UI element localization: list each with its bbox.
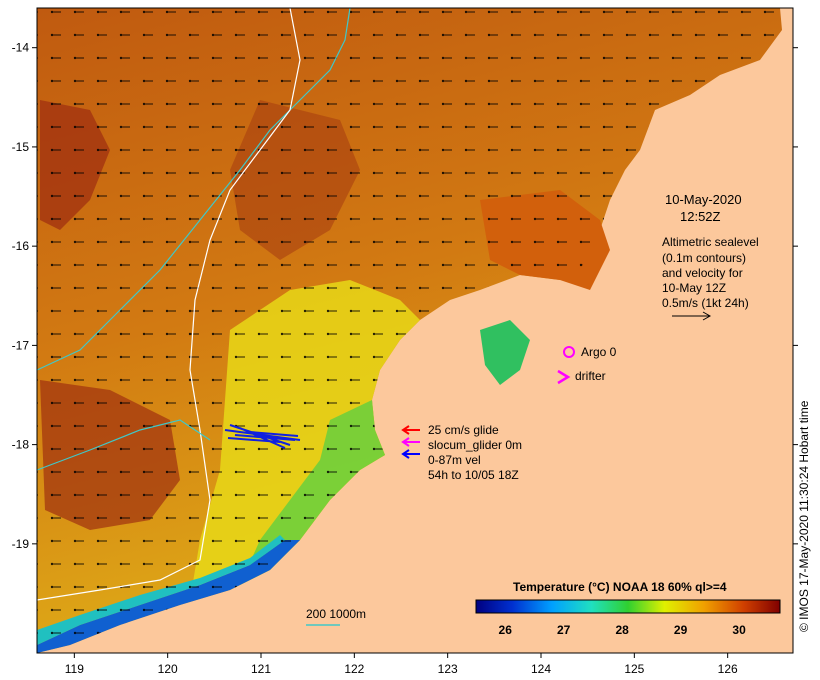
colorbar-tick-label: 26 [499,623,513,637]
colorbar-tick-label: 27 [557,623,571,637]
colorbar-tick-label: 29 [674,623,688,637]
colorbar-tick-label: 30 [732,623,746,637]
lon-tick-label: 119 [65,662,84,676]
island-cluster [480,320,530,385]
plot-border [36,7,794,654]
colorbar: Temperature (°C) NOAA 18 60% ql>=4 26 27 2… [475,580,781,637]
lat-tick-label: -17 [12,338,30,352]
longitude-axis: 119 120 121 122 123 124 125 126 [65,653,738,676]
latitude-axis: -14 -15 -16 -17 -18 -19 [12,41,798,551]
slocum-arrow-icon [401,437,420,447]
lat-tick-label: -14 [12,41,30,55]
credit-text: © IMOS 17-May-2020 11:30:24 Hobart time [797,400,811,632]
lon-tick-label: 125 [624,662,644,676]
contour-1000m [36,7,301,601]
glider-legend: 25 cm/s glide slocum_glider 0m 0-87m vel… [401,423,522,482]
glider-track [224,424,301,449]
colorbar-ticks: 26 27 28 29 30 [499,623,747,637]
vel-arrow-icon [401,449,420,459]
contour-200m [36,7,351,371]
glider-legend-line: 0-87m vel [428,453,481,467]
lon-tick-label: 121 [251,662,271,676]
altimetry-line: (0.1m contours) [662,251,746,265]
date-label: 10-May-2020 [665,192,742,207]
glider-legend-line: 25 cm/s glide [428,423,499,437]
lon-tick-label: 126 [718,662,738,676]
lon-tick-label: 123 [438,662,458,676]
argo-marker [563,346,575,358]
lon-tick-label: 120 [158,662,178,676]
drifter-marker [557,369,571,385]
scale-arrow [672,311,712,321]
colorbar-tick-label: 28 [615,623,629,637]
glider-legend-line: slocum_glider 0m [428,438,522,452]
colorbar-title: Temperature (°C) NOAA 18 60% ql>=4 [513,580,727,594]
colorbar-gradient [475,599,781,614]
altimetry-note: Altimetric sealevel (0.1m contours) and … [662,235,759,321]
contour-200m-east [36,419,211,471]
lat-tick-label: -16 [12,239,30,253]
altimetry-line: 0.5m/s (1kt 24h) [662,296,749,310]
lon-tick-label: 124 [531,662,551,676]
lat-tick-label: -19 [12,537,30,551]
depth-contour-label: 200 1000m [306,607,366,621]
map-frame [36,7,794,654]
lat-tick-label: -15 [12,140,30,154]
altimetry-line: and velocity for [662,266,743,280]
glide-arrow-icon [401,425,420,435]
argo-label: Argo 0 [581,345,617,359]
lat-tick-label: -18 [12,438,30,452]
glider-velocity-arrows [224,424,301,449]
altimetry-line: Altimetric sealevel [662,235,759,249]
time-label: 12:52Z [680,209,721,224]
lon-tick-label: 122 [344,662,364,676]
glider-legend-line: 54h to 10/05 18Z [428,468,519,482]
drifter-label: drifter [575,369,606,383]
altimetry-line: 10-May 12Z [662,281,726,295]
